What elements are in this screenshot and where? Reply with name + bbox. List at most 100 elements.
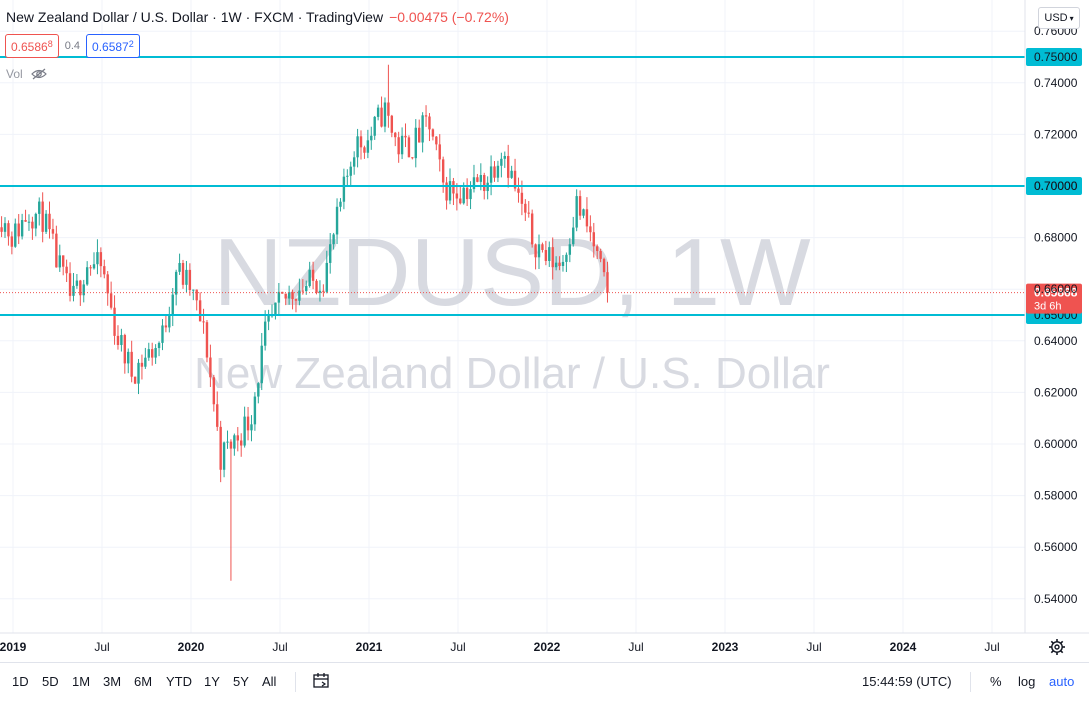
candle-body [7, 223, 10, 237]
gear-icon[interactable] [1048, 638, 1066, 656]
candle-body [548, 247, 551, 261]
timeframe-1y[interactable]: 1Y [204, 674, 220, 689]
candle-body [325, 262, 328, 292]
candle-body [428, 116, 431, 130]
candle-body [435, 136, 438, 145]
candle-body [400, 135, 404, 155]
candle-body [164, 325, 168, 328]
candle-body [147, 349, 150, 358]
timeframe-ytd[interactable]: YTD [166, 674, 192, 689]
candle-body [390, 115, 394, 133]
currency-selector[interactable]: USD ▾ [1038, 7, 1080, 29]
spread-value: 0.4 [64, 40, 81, 52]
candle-body [140, 362, 144, 367]
candle-body [209, 357, 212, 378]
price-chart[interactable]: NZDUSD, 1W New Zealand Dollar / U.S. Dol… [0, 0, 1089, 662]
candle-body [541, 244, 544, 250]
buy-button[interactable]: 0.65872 [86, 34, 140, 58]
bottom-toolbar: 1D 5D 1M 3M 6M YTD 1Y 5Y All 15:44:59 (U… [0, 662, 1089, 701]
candle-body [72, 285, 75, 296]
candle-body [568, 244, 572, 255]
candle-body [339, 201, 342, 207]
chevron-down-icon: ▾ [1069, 13, 1074, 23]
candle-body [311, 269, 315, 281]
candle-body [178, 262, 181, 272]
watermark: NZDUSD, 1W New Zealand Dollar / U.S. Dol… [194, 219, 830, 398]
sell-button[interactable]: 0.65868 [5, 34, 59, 58]
candle-body [383, 102, 387, 127]
candle-body [332, 234, 335, 245]
candle-body [185, 269, 188, 285]
candle-body [530, 213, 534, 245]
candle-body [517, 188, 520, 193]
percent-toggle[interactable]: % [990, 674, 1002, 689]
candle-body [315, 280, 318, 293]
last-price-label: 0.65868 [1034, 286, 1078, 300]
candle-body [489, 166, 493, 183]
timeframe-1m[interactable]: 1M [72, 674, 91, 689]
candle-body [431, 129, 435, 137]
date-range-icon[interactable] [312, 673, 330, 689]
candle-body [585, 209, 589, 227]
price-tick-label: 0.64000 [1034, 334, 1078, 348]
bar-countdown-label: 3d 6h [1034, 301, 1062, 313]
candle-body [75, 280, 79, 286]
candle-body [342, 176, 346, 202]
timeframe-5y[interactable]: 5Y [233, 674, 249, 689]
candle-body [503, 156, 506, 159]
timeframe-6m[interactable]: 6M [134, 674, 153, 689]
timeframe-all[interactable]: All [262, 674, 277, 689]
watermark-description: New Zealand Dollar / U.S. Dollar [194, 349, 830, 398]
candle-body [554, 262, 558, 268]
hline-price-tag [1026, 48, 1082, 66]
candle-body [376, 107, 380, 117]
sell-price-pip: 8 [47, 39, 53, 49]
buy-price: 0.6587 [92, 40, 129, 54]
symbol-title[interactable]: New Zealand Dollar / U.S. Dollar · 1W · … [6, 9, 384, 25]
price-tick-label: 0.54000 [1034, 592, 1078, 606]
candle-body [236, 435, 239, 441]
candle-body [229, 441, 233, 449]
candle-body [123, 335, 127, 364]
price-tick-label: 0.56000 [1034, 540, 1078, 554]
candle-body [346, 175, 349, 177]
eye-crossed-icon[interactable] [30, 68, 47, 80]
candle-body [92, 264, 96, 269]
candle-body [465, 187, 469, 200]
candle-body [226, 441, 229, 443]
volume-legend: Vol [6, 67, 47, 81]
volume-label: Vol [6, 67, 23, 81]
time-tick-label: 2020 [178, 640, 205, 654]
candle-body [373, 116, 376, 136]
timeframe-1d[interactable]: 1D [12, 674, 29, 689]
candle-body [257, 383, 260, 397]
auto-scale-toggle[interactable]: auto [1049, 674, 1075, 689]
price-tick-label: 0.70000 [1034, 179, 1078, 193]
candle-body [151, 349, 154, 358]
hline-price-label: 0.70000 [1034, 179, 1078, 193]
candle-body [34, 213, 38, 229]
candle-body [267, 315, 270, 322]
candle-body [356, 136, 359, 158]
candle-body [558, 262, 561, 266]
candle-body [496, 165, 500, 178]
candle-body [575, 196, 578, 228]
candle-body [469, 189, 472, 200]
log-toggle[interactable]: log [1018, 674, 1036, 689]
candle-body [62, 255, 65, 267]
candle-body [58, 255, 61, 268]
toolbar-divider [295, 672, 296, 692]
candle-body [274, 302, 277, 316]
buy-price-pip: 2 [128, 39, 134, 49]
candle-body [561, 261, 565, 266]
timeframe-5d[interactable]: 5D [42, 674, 59, 689]
timeframe-3m[interactable]: 3M [103, 674, 122, 689]
candle-body [318, 290, 322, 293]
candle-body [445, 182, 448, 201]
candle-body [31, 221, 34, 229]
candle-body [192, 289, 195, 291]
candle-body [407, 137, 411, 158]
clock-display[interactable]: 15:44:59 (UTC) [862, 674, 952, 689]
candle-body [161, 325, 164, 343]
